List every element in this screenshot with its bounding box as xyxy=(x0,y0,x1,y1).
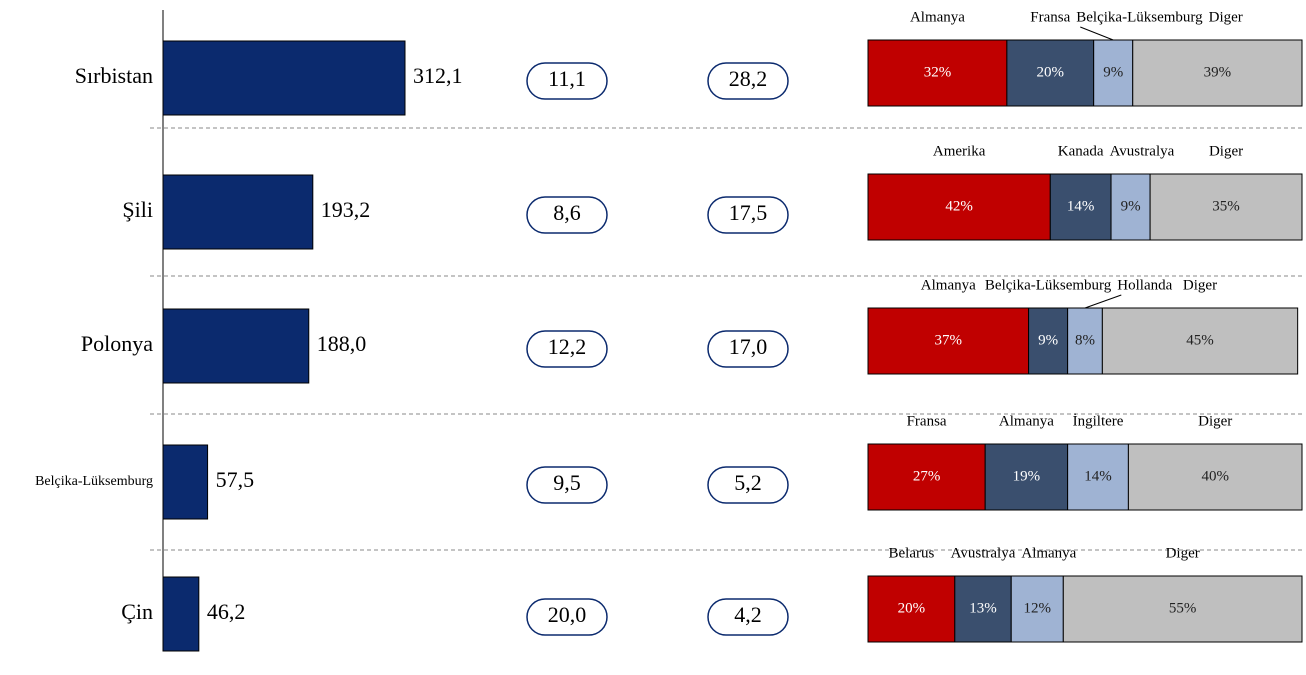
pill xyxy=(526,466,608,504)
segment xyxy=(1110,173,1151,241)
value-label: 46,2 xyxy=(207,599,246,624)
pill-value: 17,5 xyxy=(729,200,768,225)
segment-name: Amerika xyxy=(933,143,986,159)
segment-label: 14% xyxy=(1067,198,1095,214)
segment-label: 9% xyxy=(1038,332,1058,348)
segment xyxy=(1006,39,1095,107)
pill-value: 4,2 xyxy=(734,602,762,627)
pill xyxy=(526,330,608,368)
leader-line xyxy=(1080,26,1114,41)
pill-value: 11,1 xyxy=(548,66,586,91)
segment-name: Diger xyxy=(1209,143,1243,159)
pill xyxy=(526,598,608,636)
segment xyxy=(1067,443,1129,511)
segment-name: Almanya xyxy=(921,277,976,293)
pill-value: 17,0 xyxy=(729,334,768,359)
segment xyxy=(867,443,986,511)
segment xyxy=(1062,575,1303,643)
segment-name: Almanya xyxy=(999,413,1054,429)
segment-label: 27% xyxy=(913,468,941,484)
pill xyxy=(707,62,789,100)
pill xyxy=(707,466,789,504)
segment-name: Kanada xyxy=(1058,143,1104,159)
segment xyxy=(1101,307,1299,375)
segment-label: 37% xyxy=(935,332,963,348)
segment-label: 14% xyxy=(1084,468,1112,484)
segment-label: 20% xyxy=(898,600,926,616)
segment-name: Belarus xyxy=(888,545,934,561)
segment-label: 9% xyxy=(1103,64,1123,80)
pill xyxy=(707,196,789,234)
segment xyxy=(867,307,1030,375)
segment xyxy=(867,39,1008,107)
segment-label: 40% xyxy=(1201,468,1229,484)
segment xyxy=(1010,575,1064,643)
category-label: Şili xyxy=(122,197,153,222)
bar xyxy=(162,308,310,384)
segment-label: 45% xyxy=(1186,332,1214,348)
segment-label: 13% xyxy=(969,600,997,616)
pill-value: 8,6 xyxy=(553,200,581,225)
segment-label: 35% xyxy=(1212,198,1240,214)
bar xyxy=(162,174,314,250)
pill-value: 28,2 xyxy=(729,66,768,91)
segment xyxy=(1149,173,1303,241)
pill-value: 9,5 xyxy=(553,470,581,495)
category-label: Polonya xyxy=(81,331,153,356)
segment xyxy=(1132,39,1303,107)
bar xyxy=(162,576,200,652)
value-label: 188,0 xyxy=(317,331,367,356)
pill xyxy=(707,598,789,636)
pill xyxy=(707,330,789,368)
segment xyxy=(867,173,1051,241)
segment xyxy=(1127,443,1303,511)
segment-name: Hollanda xyxy=(1117,277,1172,293)
segment-label: 39% xyxy=(1204,64,1232,80)
segment xyxy=(867,575,956,643)
value-label: 193,2 xyxy=(321,197,371,222)
segment xyxy=(954,575,1012,643)
segment-name: Belçika-Lüksemburg xyxy=(1076,9,1203,25)
segment-label: 32% xyxy=(924,64,952,80)
segment xyxy=(1093,39,1134,107)
segment-label: 9% xyxy=(1121,198,1141,214)
segment-label: 42% xyxy=(945,198,973,214)
segment-label: 20% xyxy=(1037,64,1065,80)
segment-name: Avustralya xyxy=(1110,143,1175,159)
category-label: Sırbistan xyxy=(75,63,153,88)
bar xyxy=(162,40,406,116)
segment xyxy=(1049,173,1112,241)
segment-label: 8% xyxy=(1075,332,1095,348)
pill-value: 20,0 xyxy=(548,602,587,627)
bar xyxy=(162,444,209,520)
segment-name: Avustralya xyxy=(951,545,1016,561)
segment-name: Diger xyxy=(1166,545,1200,561)
leader-line xyxy=(1084,294,1122,309)
pill-value: 5,2 xyxy=(734,470,762,495)
segment-name: Diger xyxy=(1209,9,1243,25)
segment-name: Diger xyxy=(1198,413,1232,429)
segment-name: Almanya xyxy=(1021,545,1076,561)
segment-name: Fransa xyxy=(1030,9,1070,25)
segment-label: 19% xyxy=(1013,468,1041,484)
category-label: Belçika-Lüksemburg xyxy=(35,474,153,489)
segment-name: Belçika-Lüksemburg xyxy=(985,277,1112,293)
segment-label: 12% xyxy=(1024,600,1052,616)
segment-name: Fransa xyxy=(907,413,947,429)
value-label: 57,5 xyxy=(216,467,255,492)
segment-label: 55% xyxy=(1169,600,1197,616)
category-label: Çin xyxy=(121,599,153,624)
value-label: 312,1 xyxy=(413,63,463,88)
pill-value: 12,2 xyxy=(548,334,587,359)
pill xyxy=(526,196,608,234)
segment-name: Almanya xyxy=(910,9,965,25)
segment-name: Diger xyxy=(1183,277,1217,293)
segment-name: İngiltere xyxy=(1073,413,1124,429)
pill xyxy=(526,62,608,100)
